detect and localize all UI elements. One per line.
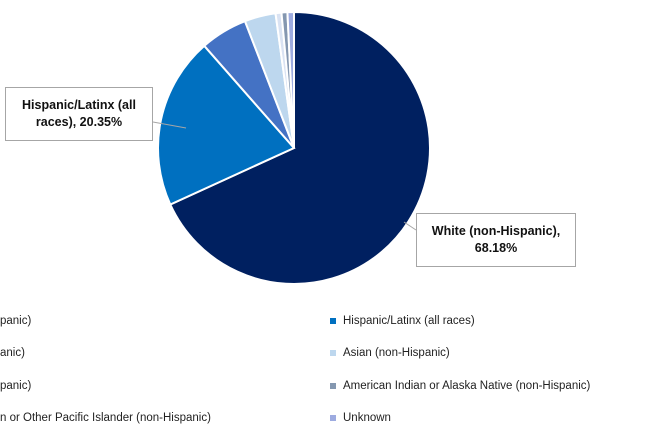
legend-item-nhpi: n or Other Pacific Islander (non-Hispani… [0, 410, 211, 426]
data-label-white-line1: White (non-Hispanic), [431, 224, 561, 238]
leader-line-white [403, 221, 417, 231]
data-label-white-line2: 68.18% [474, 241, 518, 255]
leader-lines [152, 121, 417, 231]
data-label-hispanic-line2: races), 20.35% [35, 115, 123, 129]
legend-label: American Indian or Alaska Native (non-Hi… [343, 380, 591, 392]
legend-item-nhpi-partial: panic) [0, 378, 31, 394]
pie-slice-unknown [286, 10, 295, 149]
legend-item-hispanic: Hispanic/Latinx (all races) [330, 313, 475, 329]
pie-slice-hispanic-latinx-all-races [157, 44, 296, 206]
data-label-hispanic-line1: Hispanic/Latinx (all [22, 98, 136, 112]
legend-label: Hispanic/Latinx (all races) [343, 315, 475, 327]
legend-item-asian: Asian (non-Hispanic) [330, 345, 450, 361]
legend-item-white: anic) [0, 345, 25, 361]
legend-item-aian: American Indian or Alaska Native (non-Hi… [330, 378, 590, 394]
legend-swatch [330, 318, 336, 324]
legend-label: Asian (non-Hispanic) [343, 347, 450, 359]
legend-label: panic) [0, 380, 32, 392]
data-label-white: White (non-Hispanic), 68.18% [416, 213, 576, 267]
legend-item-unknown: Unknown [330, 410, 391, 426]
legend-swatch [330, 415, 336, 421]
legend-swatch [330, 383, 336, 389]
legend-label: anic) [0, 347, 25, 359]
pie-slice-white-non-hispanic [168, 10, 431, 285]
leader-line-hispanic [152, 121, 187, 129]
data-label-hispanic: Hispanic/Latinx (all races), 20.35% [5, 87, 153, 141]
legend-label: n or Other Pacific Islander (non-Hispani… [0, 412, 211, 424]
legend-label: Unknown [343, 412, 391, 424]
pie-slices [157, 10, 431, 285]
legend-swatch [330, 350, 336, 356]
legend-label: panic) [0, 315, 32, 327]
legend-item-black: panic) [0, 313, 31, 329]
